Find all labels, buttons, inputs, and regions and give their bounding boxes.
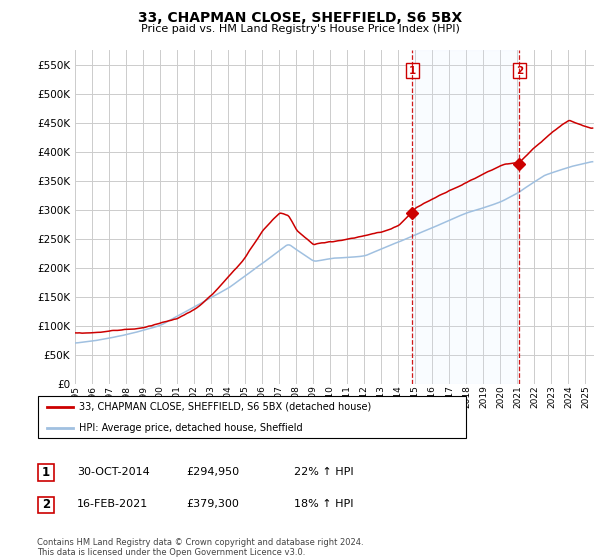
Text: HPI: Average price, detached house, Sheffield: HPI: Average price, detached house, Shef… (79, 423, 303, 433)
Text: £379,300: £379,300 (186, 499, 239, 509)
Text: 33, CHAPMAN CLOSE, SHEFFIELD, S6 5BX (detached house): 33, CHAPMAN CLOSE, SHEFFIELD, S6 5BX (de… (79, 402, 371, 412)
FancyBboxPatch shape (38, 464, 54, 480)
Text: 2: 2 (42, 498, 50, 511)
Text: Price paid vs. HM Land Registry's House Price Index (HPI): Price paid vs. HM Land Registry's House … (140, 24, 460, 34)
Text: 16-FEB-2021: 16-FEB-2021 (77, 499, 148, 509)
FancyBboxPatch shape (38, 497, 54, 513)
Text: £294,950: £294,950 (186, 466, 239, 477)
Text: 1: 1 (42, 466, 50, 479)
Bar (412, 50, 520, 384)
Text: Contains HM Land Registry data © Crown copyright and database right 2024.
This d: Contains HM Land Registry data © Crown c… (37, 538, 364, 557)
Text: 33, CHAPMAN CLOSE, SHEFFIELD, S6 5BX: 33, CHAPMAN CLOSE, SHEFFIELD, S6 5BX (138, 11, 462, 25)
Text: 18% ↑ HPI: 18% ↑ HPI (294, 499, 353, 509)
Text: 1: 1 (409, 66, 416, 76)
FancyBboxPatch shape (38, 395, 466, 438)
Text: 22% ↑ HPI: 22% ↑ HPI (294, 466, 353, 477)
Text: 2: 2 (516, 66, 523, 76)
Text: 30-OCT-2014: 30-OCT-2014 (77, 466, 149, 477)
